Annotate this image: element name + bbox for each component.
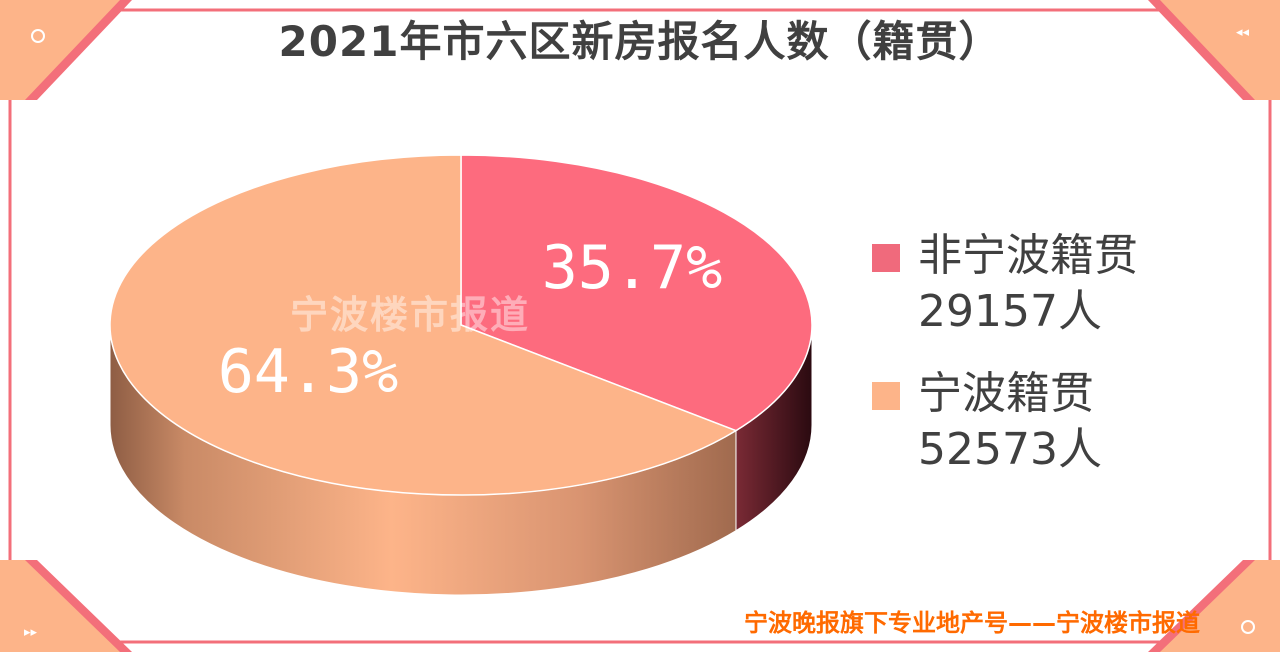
- frame-border: [8, 8, 1272, 644]
- pie-data-label-0: 35.7%: [542, 233, 723, 303]
- footer-credit: 宁波晚报旗下专业地产号——宁波楼市报道: [744, 609, 1200, 637]
- chart-title: 2021年市六区新房报名人数（籍贯）: [278, 17, 1002, 66]
- corner-top-right-accent: [1148, 0, 1255, 100]
- corner-dot-icon: [31, 29, 45, 43]
- corner-arrows-icon: ▸▸: [24, 625, 38, 640]
- legend-count-local: 52573人: [918, 424, 1102, 475]
- legend-label-non-local: 非宁波籍贯: [918, 230, 1138, 281]
- corner-top-right: [1155, 0, 1280, 100]
- pie-data-label-1: 64.3%: [218, 337, 399, 407]
- corner-dot-icon: [1241, 620, 1255, 634]
- legend-count-non-local: 29157人: [918, 286, 1102, 337]
- corner-bottom-left-accent: [25, 560, 132, 652]
- legend-item-local: 宁波籍贯 52573人: [872, 366, 1138, 478]
- corner-bottom-right: [1155, 560, 1280, 652]
- corner-bottom-right-accent: [1148, 560, 1255, 652]
- legend-swatch-local: [872, 382, 900, 410]
- pie-slice-0: [460, 154, 813, 432]
- pie-slice-1: [109, 154, 738, 496]
- corner-arrows-icon: ◂◂: [1236, 25, 1250, 40]
- chart-legend: 非宁波籍贯 29157人 宁波籍贯 52573人: [872, 228, 1138, 504]
- corner-bottom-left: [0, 560, 125, 652]
- legend-label-local: 宁波籍贯: [918, 368, 1094, 419]
- watermark: 宁波楼市报道: [290, 293, 531, 337]
- legend-swatch-non-local: [872, 244, 900, 272]
- legend-item-non-local: 非宁波籍贯 29157人: [872, 228, 1138, 340]
- corner-top-left: [0, 0, 125, 100]
- corner-top-left-accent: [25, 0, 132, 100]
